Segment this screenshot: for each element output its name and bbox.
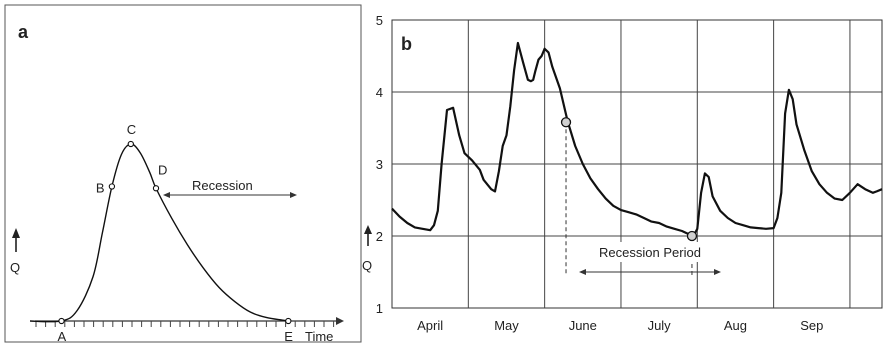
panel-b-x-tick-label: June <box>569 318 597 333</box>
panel-a-x-axis-arrow <box>336 317 344 325</box>
panel-a-point-label-b: B <box>96 180 105 195</box>
panel-b-recession-arrow-left <box>579 269 586 275</box>
panel-b-y-arrow-head <box>364 225 372 234</box>
panel-a-point-c <box>127 140 134 148</box>
panel-b-recession-label: Recession Period <box>599 245 701 260</box>
panel-b-y-tick-label: 4 <box>376 85 383 100</box>
panel-a-recession-label: Recession <box>192 178 253 193</box>
panel-b-recession-label-bg <box>587 242 715 262</box>
panel-a-y-label: Q <box>10 260 20 275</box>
panel-b-y-label: Q <box>362 258 372 273</box>
panel-b-x-tick-label: Aug <box>724 318 747 333</box>
panel-a-frame <box>4 4 362 343</box>
panel-b-marker-2 <box>686 230 698 242</box>
panel-a-x-label: Time <box>305 329 333 344</box>
panel-a-point-e <box>285 317 292 325</box>
panel-b-label: b <box>401 34 412 54</box>
panel-b-y-ticks: 1 2 3 4 5 <box>376 13 383 316</box>
panel-b-marker-1 <box>560 117 572 128</box>
panel-a-point-label-c: C <box>127 122 136 137</box>
panel-b-marker-dashes <box>565 122 693 276</box>
panel-a-recession-arrow-right <box>290 192 297 198</box>
panel-a-point-d <box>152 185 160 192</box>
panel-b-x-tick-label: May <box>494 318 519 333</box>
panel-a-x-ticks <box>35 321 335 327</box>
panel-a-points: A B C D E <box>58 122 294 344</box>
panel-b-markers <box>560 117 698 242</box>
panel-a-hydrograph-line <box>29 143 289 323</box>
panel-b-y-tick-label: 1 <box>376 301 383 316</box>
panel-b-x-tick-label: Sep <box>800 318 823 333</box>
panel-a-recession-arrow-left <box>163 192 170 198</box>
panel-a: a Q Time A B C D E Recession <box>4 4 362 344</box>
panel-b-x-ticks: April May June July Aug Sep <box>417 318 823 333</box>
panel-b-y-tick-label: 5 <box>376 13 383 28</box>
panel-a-point-b <box>108 183 116 190</box>
panel-a-point-label-d: D <box>158 162 167 177</box>
panel-b-y-tick-label: 3 <box>376 157 383 172</box>
panel-b-y-tick-label: 2 <box>376 229 383 244</box>
panel-a-point-a <box>58 317 65 325</box>
panel-b-recession-arrow-right <box>714 269 721 275</box>
panel-b-grid <box>392 20 882 308</box>
panel-b-discharge-line <box>391 41 883 238</box>
panel-a-point-label-a: A <box>58 329 67 344</box>
panel-b-x-tick-label: July <box>648 318 672 333</box>
panel-a-y-arrow-head <box>12 228 20 238</box>
panel-b-x-tick-label: April <box>417 318 443 333</box>
panel-a-point-label-e: E <box>284 329 293 344</box>
panel-b: 1 2 3 4 5 April May June July Aug Sep b Q Recessi… <box>362 13 883 333</box>
panel-a-label: a <box>18 22 29 42</box>
